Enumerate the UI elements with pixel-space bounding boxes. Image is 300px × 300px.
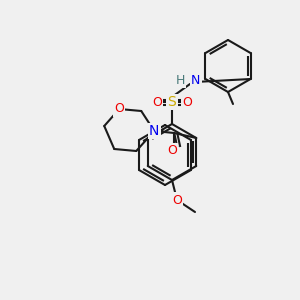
Text: O: O [152, 95, 162, 109]
Text: N: N [191, 74, 200, 86]
Text: O: O [172, 194, 182, 206]
Text: S: S [168, 95, 176, 109]
Text: N: N [149, 124, 159, 138]
Text: H: H [176, 74, 185, 86]
Text: O: O [182, 95, 192, 109]
Text: O: O [114, 103, 124, 116]
Text: O: O [167, 145, 177, 158]
